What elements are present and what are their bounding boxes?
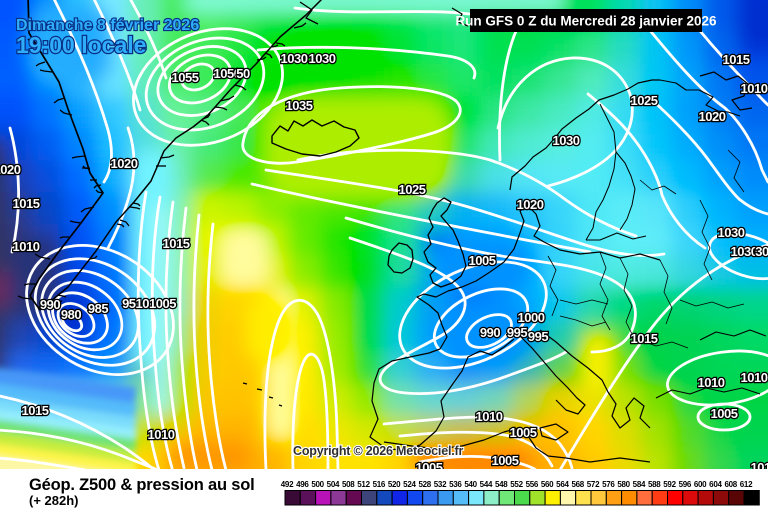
svg-text:512: 512 xyxy=(357,480,370,489)
svg-text:608: 608 xyxy=(724,480,737,489)
svg-text:568: 568 xyxy=(571,480,584,489)
svg-text:500: 500 xyxy=(311,480,324,489)
svg-text:1005: 1005 xyxy=(510,425,537,440)
svg-text:Run GFS 0 Z du Mercredi 28 jan: Run GFS 0 Z du Mercredi 28 janvier 2026 xyxy=(455,14,717,29)
svg-text:532: 532 xyxy=(434,480,447,489)
svg-text:612: 612 xyxy=(740,480,753,489)
svg-text:1030: 1030 xyxy=(281,51,308,66)
svg-text:604: 604 xyxy=(709,480,722,489)
svg-text:95101005: 95101005 xyxy=(122,296,176,311)
svg-text:1030: 1030 xyxy=(553,133,580,148)
svg-text:564: 564 xyxy=(556,480,569,489)
svg-text:528: 528 xyxy=(418,480,431,489)
svg-text:Géop. Z500 & pression au sol: Géop. Z500 & pression au sol xyxy=(29,476,254,494)
svg-text:576: 576 xyxy=(602,480,615,489)
svg-text:1020: 1020 xyxy=(0,162,21,177)
svg-text:572: 572 xyxy=(587,480,600,489)
svg-text:556: 556 xyxy=(526,480,539,489)
svg-text:1030: 1030 xyxy=(731,244,758,259)
svg-text:516: 516 xyxy=(373,480,386,489)
svg-text:(+ 282h): (+ 282h) xyxy=(29,493,79,508)
svg-text:1020: 1020 xyxy=(111,156,138,171)
svg-text:1005: 1005 xyxy=(711,406,738,421)
svg-text:1015: 1015 xyxy=(723,52,750,67)
svg-text:1015: 1015 xyxy=(631,331,658,346)
svg-text:520: 520 xyxy=(388,480,401,489)
svg-text:536: 536 xyxy=(449,480,462,489)
svg-text:1005: 1005 xyxy=(469,253,496,268)
svg-text:985: 985 xyxy=(88,301,108,316)
svg-text:1005: 1005 xyxy=(492,453,519,468)
svg-text:995: 995 xyxy=(528,329,548,344)
svg-text:508: 508 xyxy=(342,480,355,489)
svg-text:50: 50 xyxy=(236,66,250,81)
svg-text:544: 544 xyxy=(480,480,493,489)
svg-text:1055: 1055 xyxy=(172,70,199,85)
svg-text:19:00 locale: 19:00 locale xyxy=(16,32,146,58)
svg-text:1035: 1035 xyxy=(286,98,313,113)
svg-text:496: 496 xyxy=(296,480,309,489)
svg-text:552: 552 xyxy=(510,480,523,489)
svg-text:524: 524 xyxy=(403,480,416,489)
svg-text:1010: 1010 xyxy=(741,370,768,385)
svg-text:600: 600 xyxy=(694,480,707,489)
svg-text:Dimanche 8 février 2026: Dimanche 8 février 2026 xyxy=(16,17,199,34)
svg-text:1030: 1030 xyxy=(309,51,336,66)
svg-text:1010: 1010 xyxy=(476,409,503,424)
svg-text:1015: 1015 xyxy=(13,196,40,211)
svg-text:1020: 1020 xyxy=(699,109,726,124)
svg-text:1020: 1020 xyxy=(517,197,544,212)
svg-text:1050: 1050 xyxy=(214,66,241,81)
svg-text:1010: 1010 xyxy=(698,375,725,390)
svg-text:980: 980 xyxy=(61,307,81,322)
svg-text:1010: 1010 xyxy=(741,81,768,96)
svg-text:596: 596 xyxy=(679,480,692,489)
svg-text:540: 540 xyxy=(464,480,477,489)
svg-text:492: 492 xyxy=(281,480,294,489)
svg-text:584: 584 xyxy=(633,480,646,489)
svg-text:30: 30 xyxy=(755,244,768,259)
svg-text:548: 548 xyxy=(495,480,508,489)
svg-text:588: 588 xyxy=(648,480,661,489)
svg-text:990: 990 xyxy=(480,325,500,340)
svg-text:1030: 1030 xyxy=(718,225,745,240)
svg-text:1000: 1000 xyxy=(518,310,545,325)
svg-text:1015: 1015 xyxy=(163,236,190,251)
svg-text:1025: 1025 xyxy=(631,93,658,108)
svg-text:504: 504 xyxy=(327,480,340,489)
svg-text:1015: 1015 xyxy=(22,403,49,418)
svg-text:1010: 1010 xyxy=(13,239,40,254)
svg-text:990: 990 xyxy=(40,297,60,312)
svg-text:995: 995 xyxy=(507,325,527,340)
svg-text:592: 592 xyxy=(663,480,676,489)
svg-text:Copyright © 2026 Meteociel.fr: Copyright © 2026 Meteociel.fr xyxy=(293,444,463,458)
svg-text:1025: 1025 xyxy=(399,182,426,197)
svg-text:580: 580 xyxy=(617,480,630,489)
svg-text:560: 560 xyxy=(541,480,554,489)
svg-text:1010: 1010 xyxy=(148,427,175,442)
